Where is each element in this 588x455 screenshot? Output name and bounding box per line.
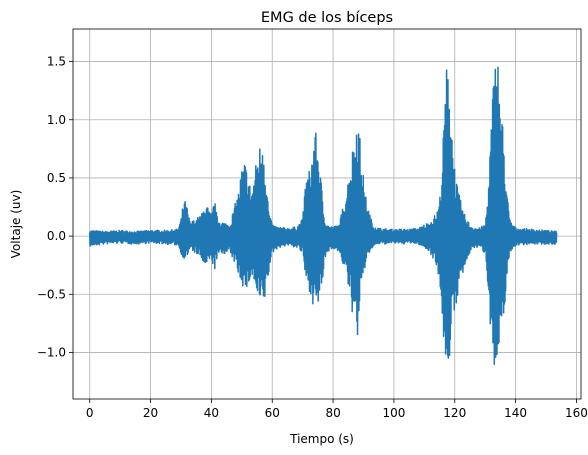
x-tick-label: 140 <box>504 406 527 420</box>
x-axis-label: Tiempo (s) <box>289 432 354 446</box>
y-tick-labels: −1.0 −0.5 0.0 0.5 1.0 1.5 <box>37 55 66 360</box>
x-tick-labels: 0 20 40 60 80 100 120 140 160 <box>86 406 588 420</box>
x-tick-label: 0 <box>86 406 94 420</box>
y-tick-label: −1.0 <box>37 345 66 359</box>
y-tick-label: 0.5 <box>47 171 66 185</box>
y-tick-label: 0.0 <box>47 229 66 243</box>
x-tick-label: 20 <box>143 406 158 420</box>
y-tick-label: 1.0 <box>47 113 66 127</box>
x-tick-label: 120 <box>443 406 466 420</box>
ticks <box>69 61 577 403</box>
x-tick-label: 80 <box>325 406 340 420</box>
y-tick-label: 1.5 <box>47 55 66 69</box>
y-axis-label: Voltaje (uv) <box>9 190 23 259</box>
x-tick-label: 40 <box>204 406 219 420</box>
emg-series <box>88 66 558 366</box>
emg-signal-line <box>88 66 558 366</box>
y-tick-label: −0.5 <box>37 287 66 301</box>
x-tick-label: 160 <box>565 406 588 420</box>
plot-frame <box>72 28 582 400</box>
x-tick-label: 60 <box>265 406 280 420</box>
chart-title: EMG de los bíceps <box>261 10 393 26</box>
x-tick-label: 100 <box>382 406 405 420</box>
